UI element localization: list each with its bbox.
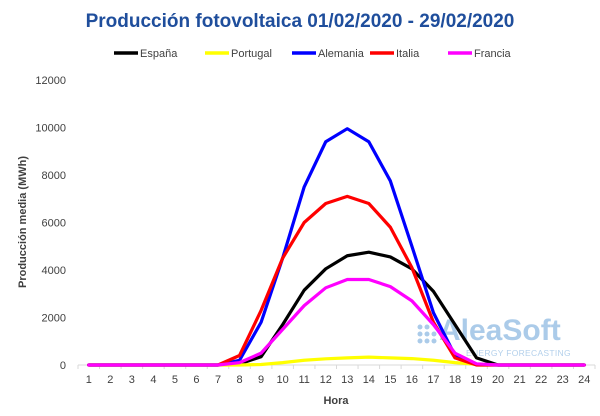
x-tick-label: 17 (427, 374, 439, 386)
x-tick-label: 14 (363, 374, 375, 386)
y-tick-label: 8000 (42, 170, 66, 182)
x-tick-label: 18 (449, 374, 461, 386)
y-tick-label: 12000 (35, 75, 66, 87)
x-tick-label: 4 (150, 374, 156, 386)
x-tick-label: 1 (86, 374, 92, 386)
legend-label: Italia (396, 48, 420, 60)
x-tick-label: 19 (470, 374, 482, 386)
chart-title: Producción fotovoltaica 01/02/2020 - 29/… (86, 11, 515, 32)
y-tick-label: 4000 (42, 265, 66, 277)
x-tick-label: 10 (277, 374, 289, 386)
x-tick-label: 6 (193, 374, 199, 386)
x-tick-label: 20 (492, 374, 504, 386)
x-tick-label: 23 (557, 374, 569, 386)
x-tick-label: 9 (258, 374, 264, 386)
x-tick-label: 15 (384, 374, 396, 386)
x-tick-label: 7 (215, 374, 221, 386)
watermark-subtext: ENERGY FORECASTING (466, 348, 571, 358)
y-tick-label: 0 (60, 360, 66, 372)
x-tick-label: 16 (406, 374, 418, 386)
legend-label: Francia (474, 48, 512, 60)
x-tick-label: 12 (320, 374, 332, 386)
x-tick-label: 2 (107, 374, 113, 386)
series-line-francia (87, 277, 586, 367)
x-tick-label: 8 (237, 374, 243, 386)
legend-label: España (140, 48, 178, 60)
x-tick-label: 21 (513, 374, 525, 386)
x-tick-label: 13 (341, 374, 353, 386)
legend-label: Portugal (231, 48, 272, 60)
x-tick-label: 3 (129, 374, 135, 386)
watermark-dots-icon (417, 324, 437, 344)
x-tick-label: 11 (298, 374, 309, 386)
y-tick-label: 2000 (42, 313, 66, 325)
chart-series (87, 127, 586, 367)
x-tick-label: 22 (535, 374, 547, 386)
chart-legend: España Portugal Alemania Italia Francia (114, 48, 512, 60)
x-axis-label: Hora (323, 395, 349, 407)
x-tick-label: 24 (578, 374, 590, 386)
legend-label: Alemania (318, 48, 365, 60)
y-tick-label: 10000 (35, 123, 66, 135)
y-tick-label: 6000 (42, 218, 66, 230)
y-axis-label: Producción media (MWh) (17, 156, 29, 288)
x-tick-label: 5 (172, 374, 178, 386)
